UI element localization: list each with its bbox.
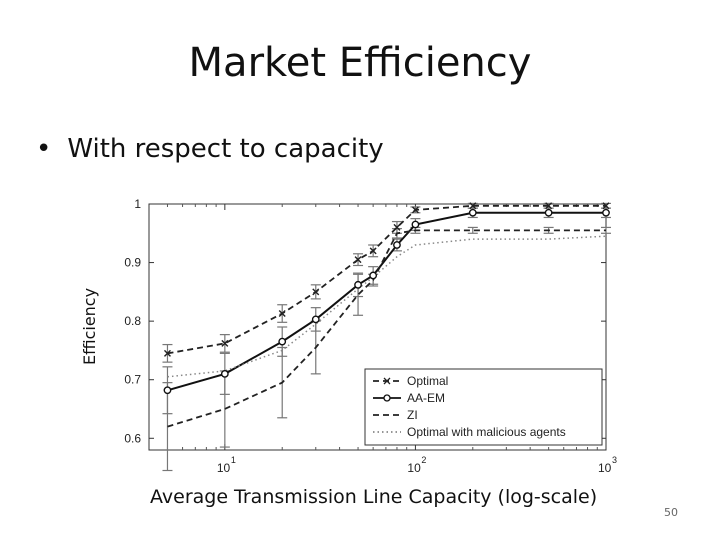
series-markers	[163, 202, 610, 395]
legend-label: AA-EM	[407, 391, 445, 405]
data-point	[278, 310, 286, 318]
data-point	[369, 247, 377, 255]
data-point	[468, 208, 477, 217]
bullet-text: With respect to capacity	[67, 134, 384, 164]
legend-marker	[383, 377, 391, 385]
data-point	[393, 223, 401, 231]
data-point	[545, 202, 553, 210]
data-point	[278, 337, 287, 346]
data-point	[369, 271, 378, 280]
y-tick-label: 0.7	[124, 373, 141, 387]
legend-marker	[383, 394, 391, 402]
x-tick-exponent: 1	[231, 455, 236, 465]
data-point	[220, 369, 229, 378]
y-tick-label: 0.9	[124, 256, 141, 270]
bullet-symbol: •	[36, 134, 52, 164]
data-point	[163, 386, 172, 395]
legend: Optimal AA-EM ZI Optimal with malicious age…	[364, 368, 603, 446]
x-tick-label: 10	[407, 461, 421, 475]
y-tick-label: 0.8	[124, 314, 141, 328]
data-point	[354, 280, 362, 289]
x-tick-exponent: 3	[612, 455, 617, 465]
y-tick-label: 1	[134, 197, 141, 211]
x-tick-label: 10	[217, 461, 231, 475]
data-point	[163, 349, 171, 357]
legend-label: ZI	[407, 408, 418, 422]
y-tick-label: 0.6	[124, 431, 141, 445]
page-number: 50	[664, 506, 678, 519]
legend-label: Optimal	[407, 374, 448, 388]
data-point	[602, 208, 610, 217]
data-point	[311, 315, 320, 324]
data-point	[469, 202, 477, 210]
x-axis-label: Average Transmission Line Capacity (log-…	[150, 486, 598, 508]
data-point	[544, 208, 553, 217]
data-point	[411, 220, 420, 229]
x-tick-label: 10	[598, 461, 612, 475]
x-tick-exponent: 2	[421, 455, 426, 465]
slide-title: Market Efficiency	[188, 40, 532, 86]
data-point	[312, 288, 320, 296]
data-point	[354, 256, 362, 264]
data-point	[393, 241, 401, 249]
data-point	[411, 206, 419, 214]
data-point	[221, 339, 229, 347]
legend-box	[364, 368, 603, 446]
legend-label: Optimal with malicious agents	[407, 425, 566, 439]
bullet-item: • With respect to capacity	[36, 134, 384, 164]
data-point	[602, 202, 610, 210]
series-line-zi	[167, 229, 606, 428]
